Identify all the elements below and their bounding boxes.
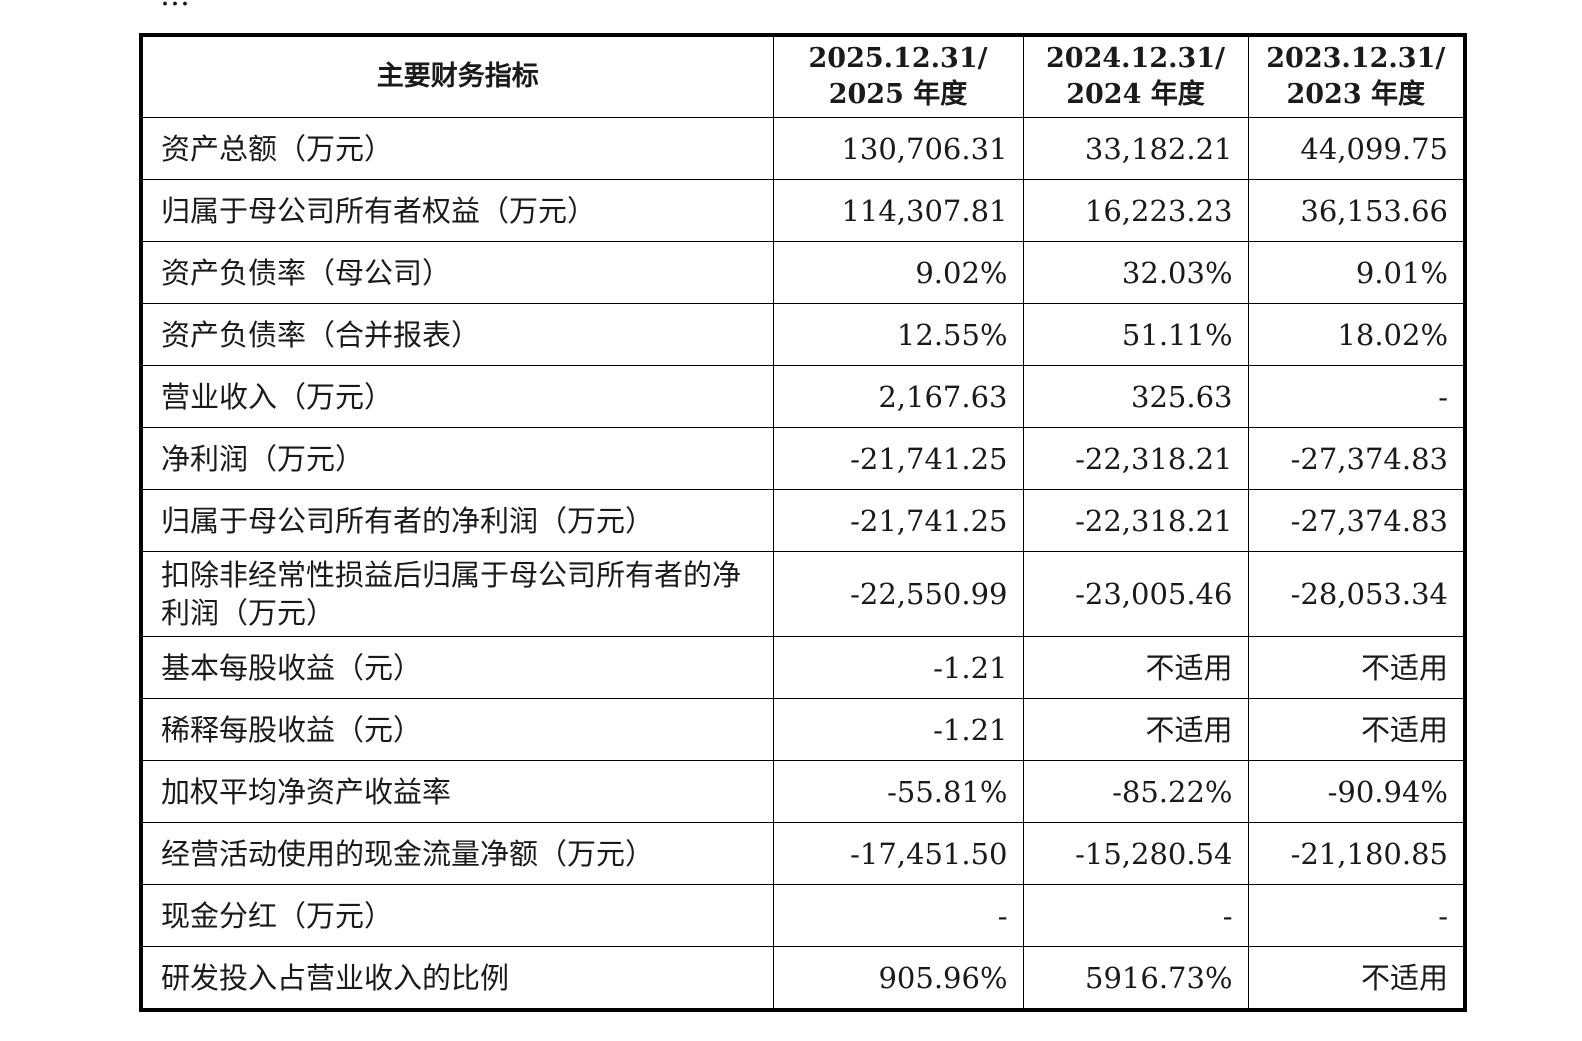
header-indicator: 主要财务指标 <box>140 34 774 118</box>
row-value: -55.81% <box>772 760 1024 823</box>
row-value: 51.11% <box>1022 303 1249 366</box>
header-period-2024-year: 2024 年度 <box>1066 79 1205 110</box>
table-row: 现金分红（万元） - - - <box>140 884 1466 947</box>
row-value: -27,374.83 <box>1247 427 1466 490</box>
row-label: 稀释每股收益（元） <box>140 698 774 761</box>
table-row: 资产总额（万元） 130,706.31 33,182.21 44,099.75 <box>140 117 1466 180</box>
header-period-2025: 2025.12.31/ 2025 年度 <box>772 34 1024 118</box>
table-row: 扣除非经常性损益后归属于母公司所有者的净利润（万元） -22,550.99 -23,… <box>140 551 1466 637</box>
header-period-2023-date: 2023.12.31/ <box>1266 43 1446 74</box>
row-value: 2,167.63 <box>772 365 1024 428</box>
row-label: 净利润（万元） <box>140 427 774 490</box>
row-value: -23,005.46 <box>1022 551 1249 637</box>
row-label: 资产负债率（母公司） <box>140 241 774 304</box>
row-value: - <box>772 884 1024 947</box>
header-period-2025-year: 2025 年度 <box>828 79 968 110</box>
row-value: 33,182.21 <box>1022 117 1249 180</box>
row-value: -28,053.34 <box>1247 551 1466 637</box>
row-value: 44,099.75 <box>1247 117 1466 180</box>
row-value: 325.63 <box>1022 365 1249 428</box>
row-value: -21,180.85 <box>1247 822 1466 885</box>
table-row: 基本每股收益（元） -1.21 不适用 不适用 <box>140 636 1466 699</box>
row-label: 加权平均净资产收益率 <box>140 760 774 823</box>
row-value: -15,280.54 <box>1022 822 1249 885</box>
financial-indicators-table: 主要财务指标 2025.12.31/ 2025 年度 2024.12.31/ 2… <box>139 33 1467 1012</box>
table-row: 营业收入（万元） 2,167.63 325.63- <box>140 365 1466 428</box>
row-value: -21,741.25 <box>772 489 1024 552</box>
row-label: 归属于母公司所有者的净利润（万元） <box>140 489 774 552</box>
table-header-row: 主要财务指标 2025.12.31/ 2025 年度 2024.12.31/ 2… <box>140 34 1466 118</box>
row-value: - <box>1022 884 1249 947</box>
table-row: 资产负债率（母公司） 9.02% 32.03% 9.01% <box>140 241 1466 304</box>
row-label: 现金分红（万元） <box>140 884 774 947</box>
row-value: - <box>1247 884 1466 947</box>
row-value: 16,223.23 <box>1022 179 1249 242</box>
header-period-2025-date: 2025.12.31/ <box>808 43 988 74</box>
row-label: 营业收入（万元） <box>140 365 774 428</box>
row-value: -22,318.21 <box>1022 427 1249 490</box>
table-row: 归属于母公司所有者权益（万元） 114,307.81 16,223.23 36,153… <box>140 179 1466 242</box>
table-row: 加权平均净资产收益率 -55.81% -85.22% -90.94% <box>140 760 1466 823</box>
row-value: -17,451.50 <box>772 822 1024 885</box>
table-row: 资产负债率（合并报表） 12.55% 51.11% 18.02% <box>140 303 1466 366</box>
row-value: 114,307.81 <box>772 179 1024 242</box>
row-value: -22,550.99 <box>772 551 1024 637</box>
row-value: -1.21 <box>772 698 1024 761</box>
row-label: 资产负债率（合并报表） <box>140 303 774 366</box>
cutoff-text-top: … <box>160 0 190 13</box>
row-value: -1.21 <box>772 636 1024 699</box>
row-value: 12.55% <box>772 303 1024 366</box>
row-value: 905.96% <box>772 946 1024 1011</box>
row-value: 18.02% <box>1247 303 1466 366</box>
header-period-2024: 2024.12.31/ 2024 年度 <box>1022 34 1249 118</box>
row-value: 36,153.66 <box>1247 179 1466 242</box>
table-row: 稀释每股收益（元） -1.21 不适用 不适用 <box>140 698 1466 761</box>
row-value: 不适用 <box>1247 698 1466 761</box>
row-value: 9.02% <box>772 241 1024 304</box>
row-value: -21,741.25 <box>772 427 1024 490</box>
row-label: 经营活动使用的现金流量净额（万元） <box>140 822 774 885</box>
row-value: 130,706.31 <box>772 117 1024 180</box>
row-value: - <box>1247 365 1466 428</box>
table-body: 资产总额（万元） 130,706.31 33,182.21 44,099.75 归属于母… <box>140 117 1466 1011</box>
row-value: 5916.73% <box>1022 946 1249 1011</box>
table-row: 净利润（万元） -21,741.25 -22,318.21 -27,374.83 <box>140 427 1466 490</box>
row-value: 32.03% <box>1022 241 1249 304</box>
row-value: -90.94% <box>1247 760 1466 823</box>
header-period-2023-year: 2023 年度 <box>1286 79 1426 110</box>
row-label: 扣除非经常性损益后归属于母公司所有者的净利润（万元） <box>140 551 774 637</box>
row-value: -85.22% <box>1022 760 1249 823</box>
table-row: 经营活动使用的现金流量净额（万元） -17,451.50 -15,280.54 -21… <box>140 822 1466 885</box>
header-period-2023: 2023.12.31/ 2023 年度 <box>1247 34 1466 118</box>
header-period-2024-date: 2024.12.31/ <box>1046 43 1225 74</box>
row-label: 归属于母公司所有者权益（万元） <box>140 179 774 242</box>
row-label: 基本每股收益（元） <box>140 636 774 699</box>
table-row: 归属于母公司所有者的净利润（万元） -21,741.25 -22,318.21 -27… <box>140 489 1466 552</box>
row-value: -22,318.21 <box>1022 489 1249 552</box>
row-value: 不适用 <box>1247 636 1466 699</box>
row-value: -27,374.83 <box>1247 489 1466 552</box>
table-row: 研发投入占营业收入的比例 905.96% 5916.73% 不适用 <box>140 946 1466 1011</box>
row-label: 研发投入占营业收入的比例 <box>140 946 774 1011</box>
row-value: 不适用 <box>1247 946 1466 1011</box>
row-value: 9.01% <box>1247 241 1466 304</box>
row-value: 不适用 <box>1022 636 1249 699</box>
row-value: 不适用 <box>1022 698 1249 761</box>
row-label: 资产总额（万元） <box>140 117 774 180</box>
